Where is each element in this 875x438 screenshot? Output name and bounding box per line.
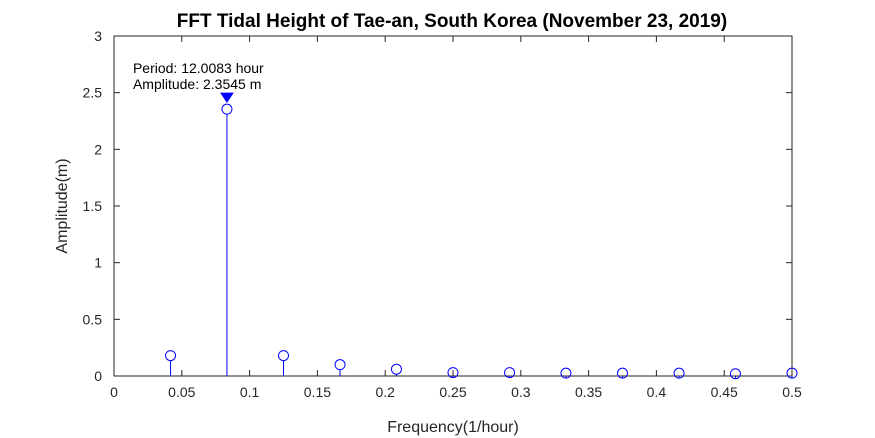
y-axis-label: Amplitude(m) [54,158,71,253]
stem-marker [334,359,346,371]
stem-marker [390,363,402,375]
x-tick-label: 0.05 [168,384,195,400]
x-axis-label: Frequency(1/hour) [387,419,519,436]
stem-marker [786,367,798,379]
x-tick-label: 0.45 [711,384,738,400]
peak-marker-icon [220,92,234,104]
x-tick-label: 0.3 [511,384,531,400]
x-tick-label: 0.4 [647,384,667,400]
y-tick-label: 0.5 [83,311,103,327]
stem-marker [165,350,177,362]
stem-marker [504,367,516,379]
annotation-period: Period: 12.0083 hour [133,60,264,76]
stem-marker [729,368,741,380]
stem-marker [617,367,628,379]
stem-marker [221,103,233,115]
x-tick-label: 0.5 [782,384,802,400]
stem-marker [447,367,459,379]
stem-marker [560,367,572,379]
y-tick-label: 2 [94,141,102,157]
stem-marker [278,350,289,362]
y-tick-label: 0 [94,368,102,384]
x-tick-label: 0.15 [304,384,331,400]
annotation-amplitude: Amplitude: 2.3545 m [133,76,261,92]
x-tick-label: 0.2 [375,384,395,400]
x-tick-label: 0.1 [240,384,260,400]
x-tick-label: 0 [110,384,118,400]
y-tick-label: 1 [94,255,102,271]
x-tick-label: 0.35 [575,384,602,400]
ticks-layer: 0 0.05 0.1 0.15 0.2 0.25 0.3 0.35 0.4 0.45 0.5 0 0.5… [83,28,802,400]
y-tick-label: 1.5 [83,198,103,214]
y-tick-label: 2.5 [83,85,103,101]
y-tick-label: 3 [94,28,102,44]
stems-layer [165,103,798,380]
chart-title: FFT Tidal Height of Tae-an, South Korea … [177,11,727,32]
x-tick-label: 0.25 [439,384,466,400]
stem-marker [673,367,685,379]
